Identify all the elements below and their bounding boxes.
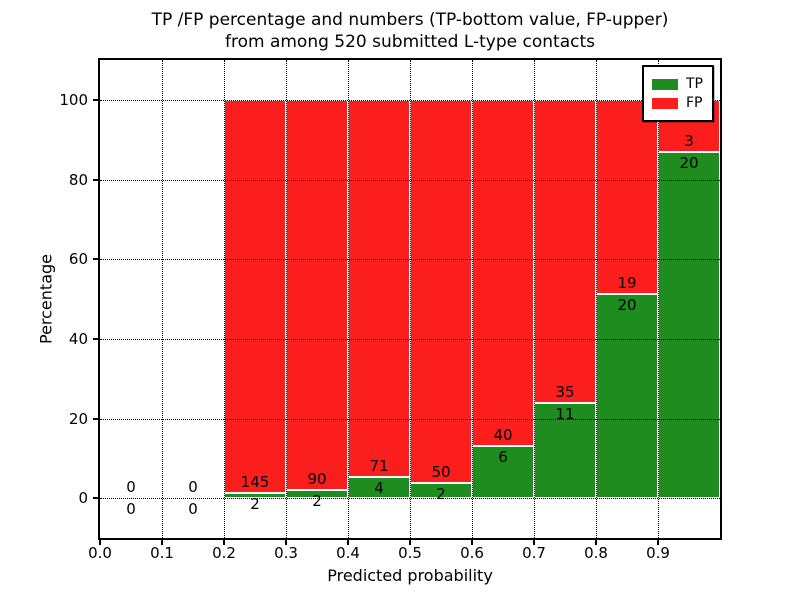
fp-bar-segment <box>534 99 596 403</box>
legend-entry-label: TP <box>686 76 703 92</box>
x-tick-mark <box>223 540 225 545</box>
fp-count-label: 145 <box>240 472 270 491</box>
x-tick-label: 0.8 <box>584 544 608 562</box>
x-gridline <box>534 60 535 538</box>
tp-bar-segment <box>596 293 658 499</box>
y-tick-mark <box>93 337 98 340</box>
x-tick-mark <box>161 540 163 545</box>
fp-count-label: 71 <box>369 456 389 475</box>
legend-entry: TP <box>652 76 703 92</box>
x-tick-label: 0.9 <box>646 544 670 562</box>
x-tick-mark <box>471 540 473 545</box>
x-gridline <box>286 60 287 538</box>
y-tick-label: 0 <box>78 489 88 508</box>
y-tick-mark <box>93 417 98 420</box>
y-tick-label: 80 <box>68 170 88 189</box>
y-tick-mark <box>93 258 98 261</box>
fp-bar-segment <box>348 99 410 477</box>
y-tick-mark <box>93 497 98 500</box>
tp-bar-segment <box>472 446 534 499</box>
fp-count-label: 40 <box>493 426 513 445</box>
y-tick-mark <box>93 98 98 101</box>
x-tick-label: 0.5 <box>398 544 422 562</box>
tp-count-label: 20 <box>679 153 699 172</box>
fp-count-label: 90 <box>307 469 327 488</box>
grid-layer <box>100 60 720 538</box>
tp-count-label: 20 <box>617 295 637 314</box>
chart-title: TP /FP percentage and numbers (TP-bottom… <box>100 9 720 53</box>
x-gridline <box>410 60 411 538</box>
fp-count-label: 50 <box>431 462 451 481</box>
fp-count-label: 0 <box>126 478 136 497</box>
tp-count-label: 4 <box>374 478 384 497</box>
tp-count-label: 0 <box>188 500 198 519</box>
y-tick-label: 40 <box>68 329 88 348</box>
tp-legend-swatch <box>652 78 678 90</box>
x-gridline <box>596 60 597 538</box>
fp-count-label: 0 <box>188 478 198 497</box>
x-tick-mark <box>99 540 101 545</box>
tp-count-label: 2 <box>250 494 260 513</box>
x-tick-label: 0.6 <box>460 544 484 562</box>
x-tick-label: 0.1 <box>150 544 174 562</box>
fp-count-label: 35 <box>555 382 575 401</box>
x-tick-mark <box>657 540 659 545</box>
x-gridline <box>162 60 163 538</box>
x-tick-mark <box>533 540 535 545</box>
fp-count-label: 3 <box>684 131 694 150</box>
x-gridline <box>348 60 349 538</box>
x-gridline <box>224 60 225 538</box>
tp-bar-segment <box>658 151 720 499</box>
fp-legend-swatch <box>652 97 678 109</box>
bar-labels-layer: 0 0 0 0 145 2 90 2 71 4 50 2 40 6 35 11 19 20 3 20 <box>100 60 720 538</box>
x-tick-mark <box>409 540 411 545</box>
tp-count-label: 6 <box>498 448 508 467</box>
tp-count-label: 2 <box>312 491 322 510</box>
legend: TP FP <box>642 65 714 122</box>
tp-count-label: 2 <box>436 484 446 503</box>
fp-bar-segment <box>286 99 348 490</box>
plot-area: 0 0 0 0 145 2 90 2 71 4 50 2 40 6 35 11 19 20 3 20 TP FP <box>98 58 722 540</box>
x-tick-label: 0.2 <box>212 544 236 562</box>
fp-bar-segment <box>224 99 286 493</box>
legend-entry-label: FP <box>686 95 703 111</box>
x-tick-mark <box>285 540 287 545</box>
x-tick-label: 0.3 <box>274 544 298 562</box>
fp-bar-segment <box>596 99 658 294</box>
bars-layer <box>100 60 720 538</box>
x-axis-label: Predicted probability <box>327 566 493 585</box>
fp-count-label: 19 <box>617 273 637 292</box>
x-tick-label: 0.0 <box>88 544 112 562</box>
tp-count-label: 0 <box>126 500 136 519</box>
chart-title-line2: from among 520 submitted L-type contacts <box>224 32 595 52</box>
tp-count-label: 11 <box>555 404 575 423</box>
y-tick-label: 100 <box>59 90 88 109</box>
y-tick-label: 20 <box>68 409 88 428</box>
legend-entry: FP <box>652 95 703 111</box>
y-tick-mark <box>93 178 98 181</box>
x-gridline <box>472 60 473 538</box>
x-tick-label: 0.7 <box>522 544 546 562</box>
x-tick-mark <box>595 540 597 545</box>
y-tick-label: 60 <box>68 250 88 269</box>
chart-title-line1: TP /FP percentage and numbers (TP-bottom… <box>151 10 669 30</box>
fp-bar-segment <box>472 99 534 447</box>
x-gridline <box>658 60 659 538</box>
x-tick-mark <box>347 540 349 545</box>
x-tick-label: 0.4 <box>336 544 360 562</box>
